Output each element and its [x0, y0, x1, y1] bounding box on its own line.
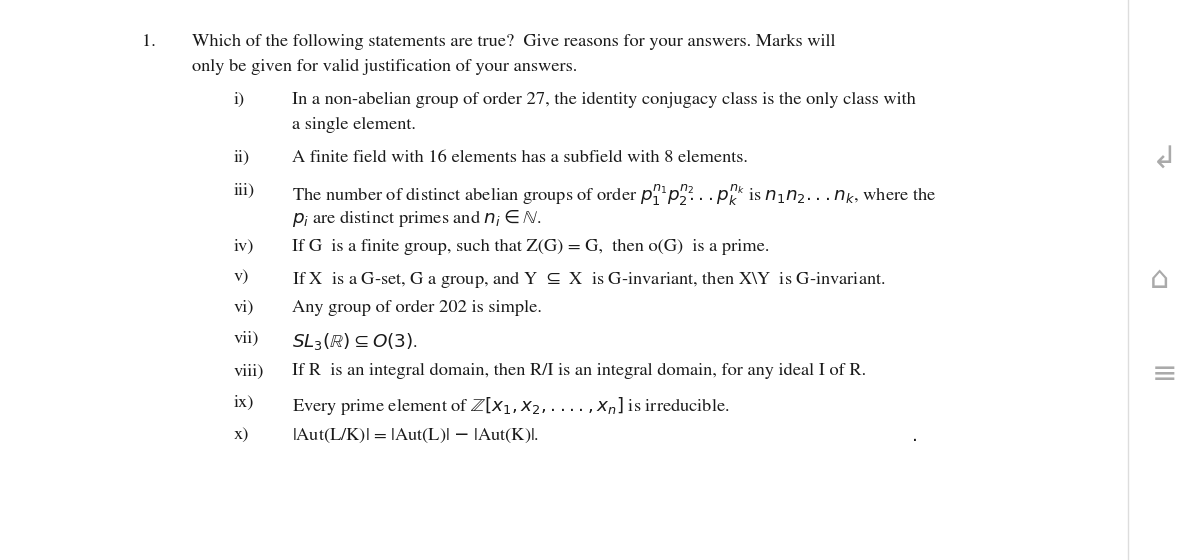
Text: ≡: ≡	[1152, 360, 1177, 389]
Text: The number of distinct abelian groups of order $p_1^{n_1}p_2^{n_2}\!\!...p_k^{n_: The number of distinct abelian groups of…	[292, 183, 936, 208]
Text: $p_i$ are distinct primes and $n_i \in \mathbb{N}$.: $p_i$ are distinct primes and $n_i \in \…	[292, 208, 541, 230]
Text: vii): vii)	[234, 331, 259, 347]
Text: v): v)	[234, 269, 250, 286]
Text: ii): ii)	[234, 150, 250, 166]
Text: Any group of order 202 is simple.: Any group of order 202 is simple.	[292, 300, 541, 316]
Text: $SL_3(\mathbb{R}) \subseteq O(3)$.: $SL_3(\mathbb{R}) \subseteq O(3)$.	[292, 331, 418, 352]
Text: iii): iii)	[234, 183, 256, 199]
Text: If R  is an integral domain, then R/I is an integral domain, for any ideal I of : If R is an integral domain, then R/I is …	[292, 363, 865, 380]
Text: |Aut(L/K)| = |Aut(L)| $-$ |Aut(K)|.: |Aut(L/K)| = |Aut(L)| $-$ |Aut(K)|.	[292, 427, 539, 445]
Text: Which of the following statements are true?  Give reasons for your answers. Mark: Which of the following statements are tr…	[192, 34, 835, 50]
Text: ⌂: ⌂	[1150, 265, 1169, 294]
Text: In a non-abelian group of order 27, the identity conjugacy class is the only cla: In a non-abelian group of order 27, the …	[292, 92, 916, 108]
Text: Every prime element of $\mathbb{Z}[x_1, x_2,....,x_n]$ is irreducible.: Every prime element of $\mathbb{Z}[x_1, …	[292, 395, 730, 417]
Text: A finite field with 16 elements has a subfield with 8 elements.: A finite field with 16 elements has a su…	[292, 150, 748, 166]
Text: If G  is a finite group, such that Z(G) = G,  then o(G)  is a prime.: If G is a finite group, such that Z(G) =…	[292, 239, 769, 255]
Text: ↲: ↲	[1152, 146, 1177, 175]
Text: If X  is a G-set, G a group, and Y $\subseteq$ X  is G-invariant, then X\Y  is G: If X is a G-set, G a group, and Y $\subs…	[292, 269, 886, 290]
Text: .: .	[912, 427, 918, 445]
Text: only be given for valid justification of your answers.: only be given for valid justification of…	[192, 59, 577, 75]
Text: ix): ix)	[234, 395, 254, 412]
Text: vi): vi)	[234, 300, 254, 316]
Text: i): i)	[234, 92, 245, 108]
Text: 1.: 1.	[142, 34, 155, 50]
Text: a single element.: a single element.	[292, 117, 415, 133]
Text: viii): viii)	[234, 363, 264, 380]
Text: x): x)	[234, 427, 250, 444]
Text: iv): iv)	[234, 239, 254, 255]
